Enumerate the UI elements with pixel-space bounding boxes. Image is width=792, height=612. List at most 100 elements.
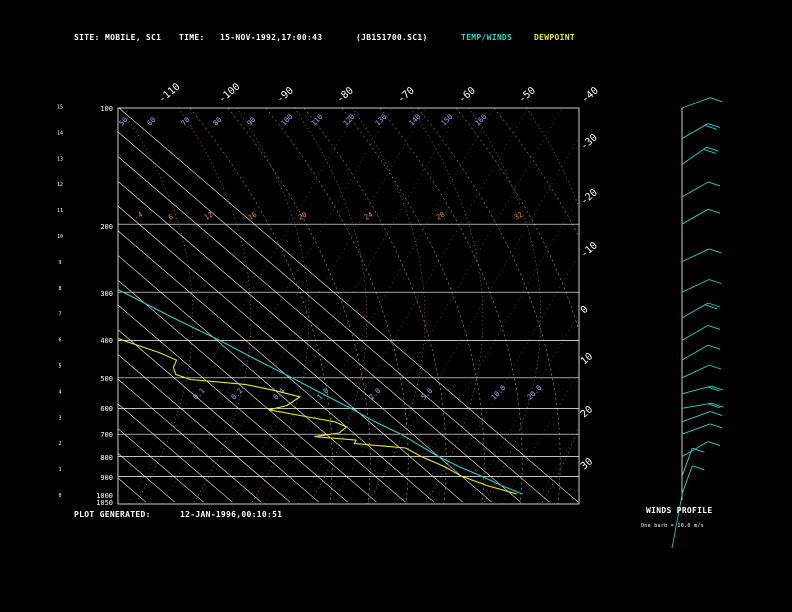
wind-barb (681, 465, 705, 495)
moist-adiabat-line (379, 108, 523, 504)
pressure-label: 1050 (96, 499, 113, 507)
wind-barb-staff (681, 411, 711, 423)
wind-barb-staff (681, 441, 709, 457)
pressure-label: 600 (100, 405, 113, 413)
time-value: 15-NOV-1992,17:00:43 (220, 33, 323, 42)
wind-barb (681, 411, 723, 423)
wind-barb-flag (692, 465, 705, 471)
wind-barb-flag (707, 181, 721, 187)
wind-barb-flag (707, 386, 720, 392)
moist-adiabat-line (417, 108, 561, 504)
wind-barb (681, 385, 724, 395)
wind-barb-staff (681, 423, 711, 435)
pressure-label: 300 (100, 290, 113, 298)
isotherm-line (118, 180, 492, 503)
height-label: 13 (57, 156, 63, 162)
wind-barb (681, 423, 723, 435)
isotherm-line (118, 156, 521, 503)
generated-value: 12-JAN-1996,00:10:51 (180, 510, 283, 519)
wind-barb-flag (710, 97, 723, 103)
height-label: 2 (58, 441, 61, 447)
isotherm-line (118, 378, 262, 503)
pressure-label: 1000 (96, 492, 113, 500)
wind-barb-staff (681, 364, 710, 379)
wind-barb (681, 97, 723, 109)
height-label: 10 (57, 234, 63, 240)
wind-barb-flag (707, 324, 721, 330)
wind-barb-flag (709, 279, 722, 284)
wind-barb-staff (681, 208, 709, 225)
wind-barb (681, 279, 722, 293)
height-label: 4 (58, 389, 61, 395)
isotherm-line (118, 428, 204, 503)
wind-barb-flag (707, 123, 721, 128)
wind-barb-flag (711, 402, 724, 408)
wind-profile (671, 97, 724, 549)
dry-adiabat-label: 28 (435, 211, 446, 222)
height-label: 15 (57, 105, 63, 111)
wind-barb-staff (681, 279, 710, 293)
wind-barb (681, 447, 705, 477)
site-value: MOBILE, SC1 (105, 33, 162, 42)
wind-barb (681, 208, 721, 225)
height-label: 9 (58, 260, 61, 266)
moist-adiabat-line (455, 108, 579, 332)
moist-adiabat-label: 70 (180, 116, 192, 128)
moist-adiabat-label: 60 (146, 116, 158, 128)
wind-barb (681, 146, 719, 165)
wind-barb-staff (681, 447, 693, 477)
isotherm-lines (118, 108, 579, 503)
sounding-series (118, 289, 523, 495)
isotherm-line (118, 230, 435, 503)
height-label: 12 (57, 182, 63, 188)
isotherm-line (118, 354, 291, 503)
wind-barb (681, 248, 722, 263)
wind-barb-staff (681, 97, 711, 109)
height-label: 8 (58, 286, 61, 292)
wind-barb-flag (704, 124, 718, 130)
wind-barb-flag (709, 248, 722, 254)
wind-barb-flag (710, 411, 723, 416)
wind-barb (681, 364, 722, 379)
wind-barb-flag (707, 302, 721, 308)
wind-barb-staff (681, 325, 709, 341)
height-label: 5 (58, 364, 61, 370)
generated-label: PLOT GENERATED: (74, 510, 151, 519)
wind-barb-staff (681, 123, 709, 139)
wind-profile-note: One barb = 10.0 m/s (641, 523, 704, 529)
wind-barb-flag (710, 385, 724, 391)
dry-adiabat-label: 6 (167, 213, 175, 222)
wind-barb (681, 181, 721, 198)
height-label: 0 (58, 493, 61, 499)
moist-adiabat-line (341, 108, 485, 504)
wind-barb (681, 302, 721, 319)
wind-barb (681, 441, 721, 457)
height-label: 11 (57, 208, 63, 214)
wind-barb-flag (707, 344, 721, 350)
dry-adiabat-label: -4 (133, 211, 144, 222)
height-label: 6 (58, 338, 61, 344)
dry-adiabat-label: 12 (203, 211, 214, 222)
wind-barb (681, 402, 724, 409)
dry-adiabat-line (120, 108, 194, 504)
wind-barb-flag (707, 403, 721, 409)
time-label: TIME: (179, 33, 205, 42)
pressure-label: 400 (100, 337, 113, 345)
legend-temp: TEMP/WINDS (461, 33, 513, 42)
wind-barb-flag (709, 364, 722, 370)
dry-adiabat-line (294, 108, 368, 504)
plot-frame (117, 107, 580, 505)
moist-adiabat-line (493, 108, 579, 238)
wind-barb-staff (681, 146, 707, 165)
site-label: SITE: (74, 33, 100, 42)
wind-barb-flag (707, 208, 721, 214)
wind-barb-staff (681, 385, 712, 395)
isotherm-line (118, 205, 464, 503)
wind-barb-flag (710, 423, 723, 429)
dry-adiabat-label: 16 (247, 211, 258, 222)
wind-barb (681, 344, 721, 361)
height-label: 3 (58, 415, 61, 421)
wind-barb (681, 123, 721, 139)
wind-barb-staff (681, 248, 710, 263)
